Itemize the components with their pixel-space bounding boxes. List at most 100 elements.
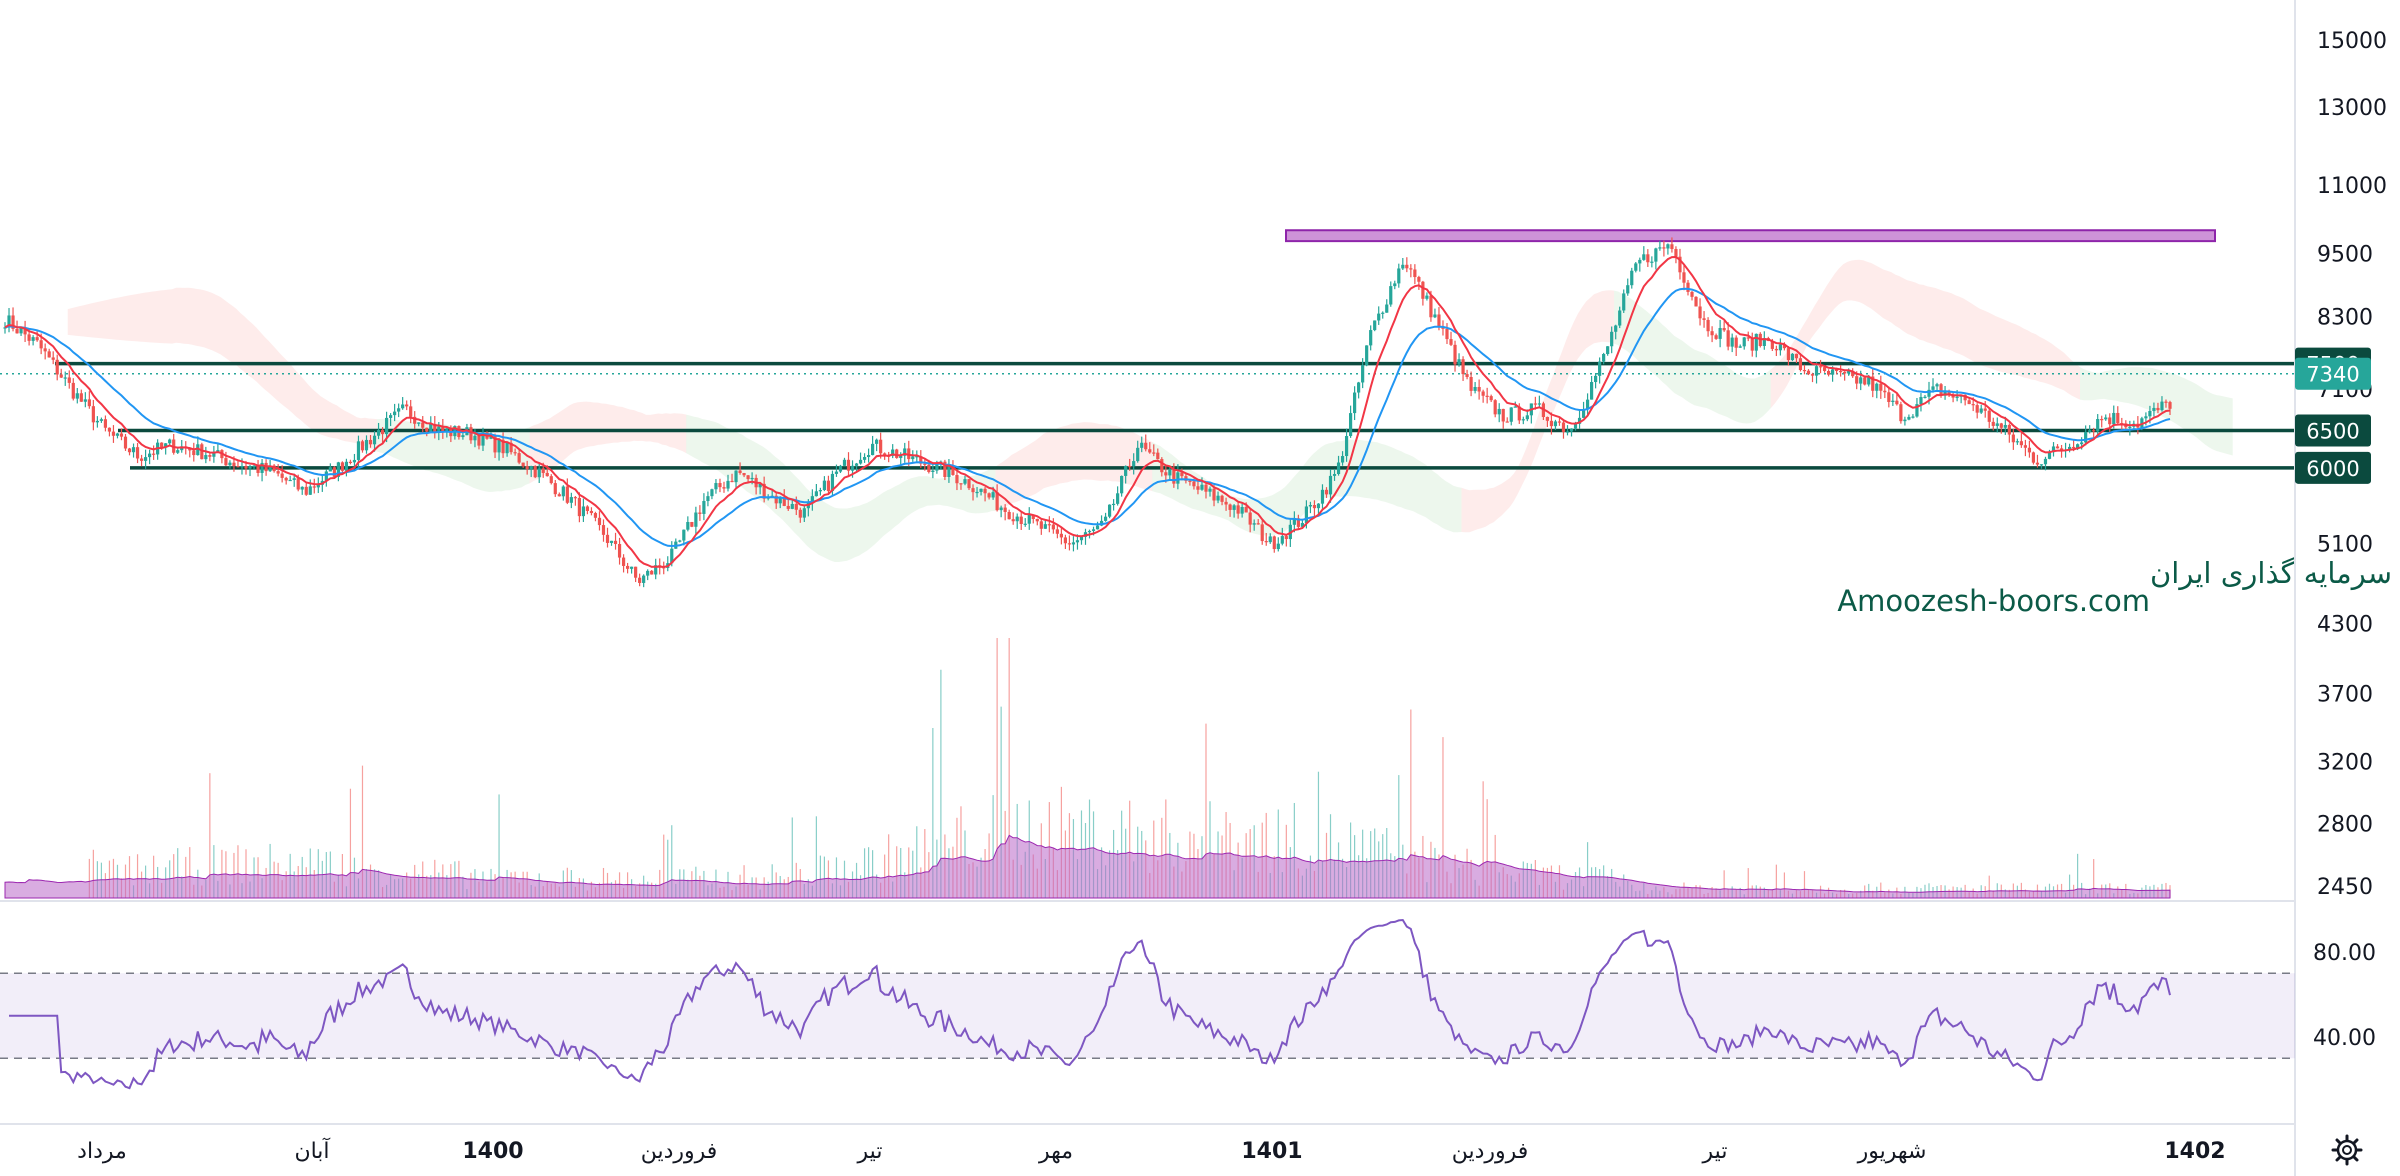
- cloud-segment: [1152, 442, 1305, 536]
- candle-body: [509, 442, 513, 453]
- cloud-segment: [1614, 290, 1771, 424]
- rsi-pane[interactable]: [0, 918, 2295, 1090]
- candle-body: [1011, 519, 1015, 522]
- candle-body: [1389, 286, 1393, 305]
- moving-average-fast: [4, 255, 2171, 568]
- candle-body: [1107, 504, 1112, 517]
- candle-body: [1176, 472, 1180, 484]
- candle-body: [702, 501, 706, 514]
- rsi-axis[interactable]: 80.00 40.00: [2313, 941, 2376, 1051]
- candle-body: [139, 458, 144, 461]
- candle-body: [1690, 291, 1694, 297]
- candle-body: [1622, 293, 1626, 311]
- cloud-segment: [529, 401, 687, 484]
- candle-body: [842, 459, 847, 466]
- candle-body: [1071, 542, 1076, 545]
- candle-body: [935, 462, 939, 471]
- candle-body: [630, 566, 634, 569]
- candle-body: [670, 548, 674, 564]
- candle-body: [348, 461, 353, 463]
- candle-body: [1770, 340, 1774, 349]
- candle-body: [883, 453, 887, 456]
- candle-body: [1742, 337, 1746, 347]
- candle-body: [152, 453, 156, 455]
- candle-body: [738, 470, 742, 474]
- candle-body: [734, 470, 738, 483]
- candle-body: [2011, 434, 2015, 443]
- candle-body: [1738, 346, 1742, 348]
- cloud-segment: [1923, 284, 2080, 400]
- time-axis[interactable]: مرداد آبان 1400 فروردین تیر مهر 1401 فروردین تیر…: [77, 1137, 2225, 1164]
- ichimoku-cloud: [67, 259, 2233, 562]
- candle-body: [1148, 449, 1152, 453]
- price-axis[interactable]: 1500013000110009500830071005100430037003…: [2317, 29, 2387, 900]
- candle-body: [2055, 446, 2060, 449]
- candle-body: [236, 466, 240, 468]
- candle-body: [1477, 386, 1481, 392]
- candle-body: [943, 461, 947, 477]
- candle-body: [1995, 423, 1999, 426]
- candle-body: [11, 315, 15, 329]
- candle-body: [1923, 396, 1927, 398]
- candle-body: [489, 435, 493, 439]
- candle-body: [2039, 464, 2044, 466]
- candle-body: [148, 453, 152, 458]
- candle-body: [577, 497, 581, 517]
- candle-body: [7, 315, 11, 328]
- candle-body: [513, 452, 517, 454]
- candle-body: [638, 577, 642, 583]
- candle-body: [1594, 375, 1598, 383]
- gear-icon[interactable]: [2331, 1134, 2363, 1166]
- candle-body: [1377, 313, 1381, 321]
- candle-body: [1830, 369, 1835, 375]
- candle-body: [2003, 424, 2007, 428]
- candle-body: [1967, 400, 1971, 405]
- candle-body: [2051, 446, 2056, 453]
- candle-body: [1698, 306, 1702, 319]
- candle-body: [1204, 484, 1208, 492]
- candle-body: [360, 441, 365, 451]
- candle-body: [947, 466, 951, 477]
- candle-body: [1899, 404, 1903, 422]
- candle-body: [1469, 376, 1473, 391]
- candle-body: [1019, 516, 1023, 524]
- candle-body: [718, 483, 722, 488]
- candle-body: [1642, 254, 1646, 260]
- candle-body: [1276, 543, 1280, 550]
- candle-body: [798, 509, 802, 518]
- candle-body: [196, 444, 200, 456]
- candle-body: [336, 462, 340, 477]
- candle-body: [1810, 374, 1815, 376]
- candle-body: [192, 450, 196, 456]
- candle-body: [1911, 416, 1915, 418]
- candle-body: [782, 496, 786, 506]
- candle-body: [324, 471, 328, 481]
- candle-body: [646, 570, 650, 576]
- candle-body: [340, 462, 345, 471]
- candle-body: [19, 328, 23, 334]
- candle-body: [1634, 263, 1638, 271]
- candle-body: [1650, 261, 1654, 263]
- candle-body: [1264, 541, 1268, 543]
- candle-body: [501, 439, 505, 454]
- candle-body: [497, 439, 501, 453]
- candle-body: [979, 488, 983, 492]
- rsi-line: [9, 918, 2171, 1090]
- candle-body: [2043, 458, 2048, 465]
- candle-body: [650, 570, 654, 575]
- candle-body: [421, 422, 425, 428]
- candle-body: [1822, 367, 1827, 371]
- candle-body: [505, 442, 509, 454]
- watermark-title: انجمن خبرگان سرمایه گذاری ایران: [2150, 556, 2400, 590]
- candle-body: [1497, 408, 1501, 415]
- price-pane[interactable]: انجمن خبرگان سرمایه گذاری ایران Amoozesh…: [0, 229, 2400, 899]
- candle-body: [907, 448, 911, 460]
- price-tick-label: 13000: [2317, 96, 2387, 121]
- candle-body: [1682, 272, 1686, 283]
- candle-body: [1357, 382, 1361, 393]
- level-tag-label: 6000: [2306, 457, 2359, 481]
- price-tick-label: 8300: [2317, 305, 2373, 330]
- candle-body: [1754, 333, 1758, 351]
- candle-body: [786, 505, 790, 509]
